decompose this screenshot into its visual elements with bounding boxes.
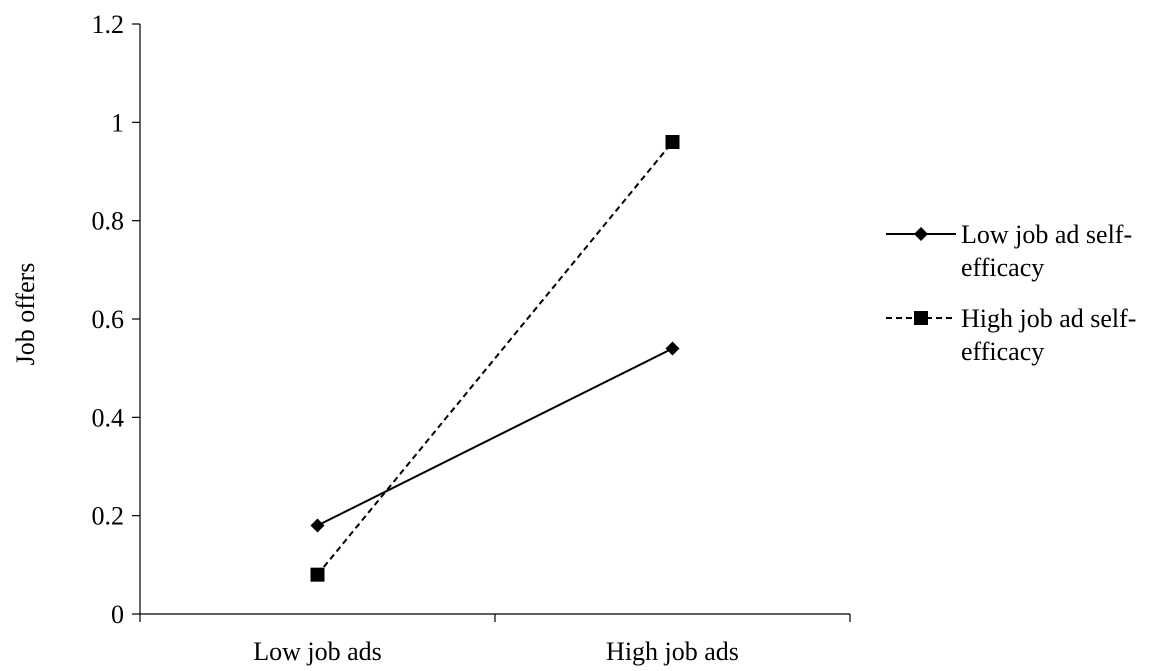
legend-item: Low job ad self-efficacy [886,220,1132,282]
data-point [310,518,325,533]
y-tick-label: 0.4 [92,403,125,432]
legend-marker [914,227,928,241]
series-line [316,141,674,576]
y-tick-label: 1 [111,108,124,137]
legend-label: High job ad self- [961,304,1136,333]
axes [139,24,850,615]
series-line [317,347,673,527]
series-1 [310,341,680,533]
x-axis-ticks: Low job ads High job ads [139,614,851,666]
x-tick-label: High job ads [606,637,739,666]
series-2 [310,135,680,582]
legend-item: High job ad self-efficacy [886,304,1136,366]
legend-label: Low job ad self- [961,220,1132,249]
y-tick-label: 0.2 [92,502,125,531]
y-tick-label: 0.8 [92,207,125,236]
data-point [310,567,325,582]
y-axis-ticks: 0 0.2 0.4 0.6 0.8 1 1.2 [92,10,140,629]
legend-label: efficacy [961,253,1044,282]
y-tick-label: 0 [111,600,124,629]
series-layer [310,135,680,582]
legend-marker [914,311,928,325]
x-tick-label: Low job ads [253,637,382,666]
y-axis-label: Job offers [11,263,40,366]
legend-label: efficacy [961,337,1044,366]
data-point [665,341,680,356]
y-tick-label: 0.6 [92,305,125,334]
data-point [665,135,680,149]
y-tick-label: 1.2 [92,10,125,39]
